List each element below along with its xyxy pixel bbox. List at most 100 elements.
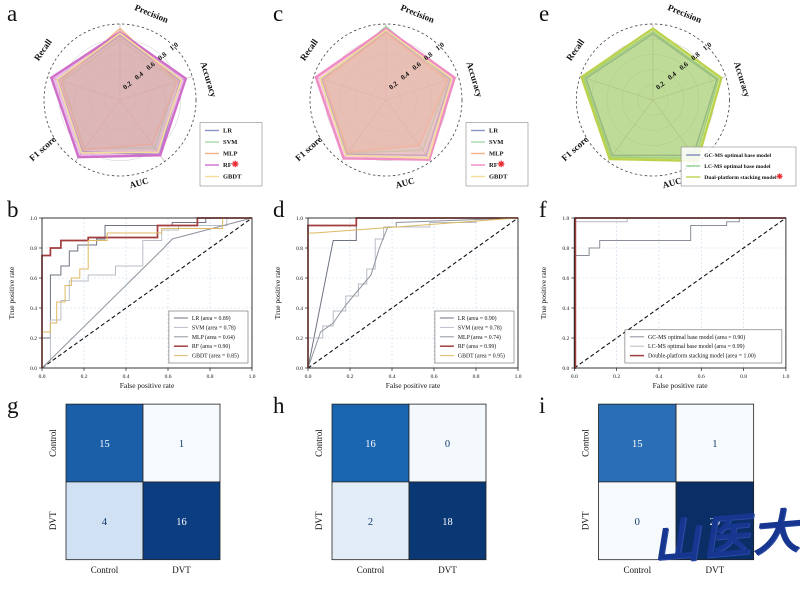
confusion-plot: 16 0 2 18 Control DVT Control DVT [314, 403, 487, 575]
matrix-cell-value: 16 [365, 439, 375, 450]
y-tick-label: 0.4 [296, 306, 303, 312]
legend-box [465, 122, 529, 187]
legend-box [624, 329, 783, 364]
radar-tick-label: 0.8 [422, 50, 434, 62]
y-tick-label: 0.6 [296, 276, 303, 282]
radar-outer-circle [43, 23, 197, 177]
plot-border [41, 217, 253, 369]
legend-label: GC-MS optimal base model [704, 153, 771, 159]
legend-label: Dual-platform stacking model❋ [704, 172, 783, 181]
x-tick-label: 0.4 [123, 374, 130, 380]
matrix-row-label: Control [48, 429, 58, 457]
confusion-matrix-i: 15 1 0 20 Control DVT Control DVT [532, 392, 800, 590]
matrix-row-label: DVT [48, 511, 58, 530]
matrix-cell-value: 1 [712, 439, 717, 450]
matrix-cell [408, 403, 487, 483]
legend-label: SVM [223, 139, 237, 146]
matrix-cell-value: 16 [176, 517, 186, 528]
matrix-cell [331, 403, 410, 483]
radar-axis-label: F1 score [293, 134, 324, 163]
matrix-cell-value: 15 [99, 439, 109, 450]
roc-chart-b: 0.0 0.2 0.4 0.6 0.8 1.0 0.0 0.2 0.4 0.6 0.8 1.0 Fals… [0, 196, 266, 392]
matrix-cell-value: 0 [445, 439, 450, 450]
radar-tick-label: 0.2 [388, 80, 400, 92]
x-axis-label: False positive rate [653, 381, 709, 390]
legend-label: LR [489, 128, 498, 135]
x-tick-label: 0.4 [655, 374, 662, 380]
x-tick-label: 0.0 [39, 374, 46, 380]
chance-diagonal [573, 217, 787, 369]
radar-chart-e: 0.2 0.4 0.6 0.8 1.0 Precision Recall F1 score AU… [532, 0, 800, 196]
radar-axis-label: Precision [133, 2, 170, 25]
radar-axis-label: Recall [32, 37, 54, 63]
x-tick-label: 1.0 [249, 374, 256, 380]
radar-tick-label: 0.6 [411, 60, 423, 72]
y-tick-label: 0.8 [30, 246, 37, 252]
radar-axis-label: Precision [666, 2, 703, 24]
legend-label: GBDT (area = 0.95) [458, 353, 505, 360]
radar-gridline [355, 69, 417, 131]
radar-tick-label: 0.2 [122, 80, 134, 92]
legend-label: MLP [489, 151, 503, 158]
x-tick-label: 1.0 [782, 374, 789, 380]
y-tick-label: 0.0 [30, 366, 37, 372]
panel-d: d 0.0 0.2 0.4 0.6 0.8 1.0 0.0 0.2 0.4 0.6 0.8 1.0 Fa… [266, 196, 532, 392]
panel-c: c 0.2 0.4 0.6 0.8 1.0 Precision Recall F1 score… [266, 0, 532, 196]
legend-label: GC-MS optimal base model (area = 0.90) [648, 334, 745, 341]
legend-label: GBDT [223, 174, 242, 181]
roc-svg: 0.0 0.2 0.4 0.6 0.8 1.0 0.0 0.2 0.4 0.6 0.8 1.0 Fals… [273, 216, 522, 390]
radar-axis-label: F1 score [560, 134, 591, 163]
roc-plot: 0.0 0.2 0.4 0.6 0.8 1.0 0.0 0.2 0.4 0.6 0.8 1.0 Fals… [7, 216, 256, 390]
radar-tick-label: 0.6 [678, 60, 690, 72]
matrix-cell [331, 481, 410, 561]
y-axis-label: True positive rate [273, 266, 282, 319]
matrix-cell [142, 481, 221, 561]
roc-plot: 0.0 0.2 0.4 0.6 0.8 1.0 0.0 0.2 0.4 0.6 0.8 1.0 Fals… [539, 216, 790, 390]
y-axis-label: True positive rate [539, 266, 548, 319]
panel-letter-d: d [273, 197, 285, 222]
legend-label: RF (area = 0.99) [458, 343, 496, 350]
y-tick-label: 1.0 [30, 216, 37, 222]
legend-box [199, 122, 263, 187]
roc-curve-GBDT (area = 0.85) [41, 217, 252, 368]
radar-tick-label: 1.0 [434, 40, 446, 52]
y-tick-label: 0.4 [562, 306, 569, 312]
radar-svg: 0.20.40.60.81.0 Precision Recall F1 score AU… [293, 2, 529, 190]
legend-label: LR (area = 0.89) [192, 315, 231, 322]
radar-gridline [370, 84, 402, 116]
x-tick-label: 0.8 [473, 374, 480, 380]
radar-axis-label: Accuracy [464, 60, 484, 98]
y-axis-label: True positive rate [7, 266, 16, 319]
radar-legend: GC-MS optimal base model LC-MS optimal ba… [680, 146, 797, 187]
y-tick-label: 1.0 [296, 216, 303, 222]
matrix-col-label: Control [623, 565, 651, 575]
legend-label: LR [223, 128, 232, 135]
roc-curve-MLP (area = 0.74) [307, 217, 519, 369]
legend-label: MLP (area = 0.74) [458, 334, 501, 341]
panel-i: i 15 1 0 20 Control DVT Control DVT [532, 392, 800, 590]
legend-label: RF❋ [223, 159, 240, 169]
matrix-cell-value: 4 [102, 517, 108, 528]
confusion-svg: 16 0 2 18 Control DVT Control DVT [314, 403, 487, 575]
confusion-svg: 15 1 4 16 Control DVT Control DVT [48, 403, 221, 575]
radar-series-LR [320, 30, 452, 157]
chance-diagonal [307, 217, 519, 369]
plot-border [573, 217, 787, 369]
confusion-svg: 15 1 0 20 Control DVT Control DVT [580, 403, 755, 575]
legend-label: Double-platform stacking model (area = 1… [648, 353, 756, 360]
roc-plot: 0.0 0.2 0.4 0.6 0.8 1.0 0.0 0.2 0.4 0.6 0.8 1.0 Fals… [273, 216, 522, 390]
roc-svg: 0.0 0.2 0.4 0.6 0.8 1.0 0.0 0.2 0.4 0.6 0.8 1.0 Fals… [7, 216, 256, 390]
radar-tick-label: 0.6 [145, 60, 157, 72]
y-tick-label: 0.4 [30, 306, 37, 312]
panel-letter-c: c [273, 1, 284, 26]
radar-series-Dual-platform stacking model [580, 27, 723, 163]
y-tick-label: 1.0 [562, 216, 569, 222]
confusion-plot: 15 1 0 20 Control DVT Control DVT [580, 403, 755, 575]
legend-label: SVM [489, 139, 503, 146]
legend-label: LC-MS optimal base model (area = 0.99) [648, 343, 745, 350]
radar-gridline [89, 69, 151, 131]
panel-f: f 0.0 0.2 0.4 0.6 0.8 1.0 0.0 0.2 0.4 0.6 0.8 1.0 Fa… [532, 196, 800, 392]
panel-letter-f: f [539, 197, 547, 222]
panel-letter-h: h [273, 393, 285, 418]
